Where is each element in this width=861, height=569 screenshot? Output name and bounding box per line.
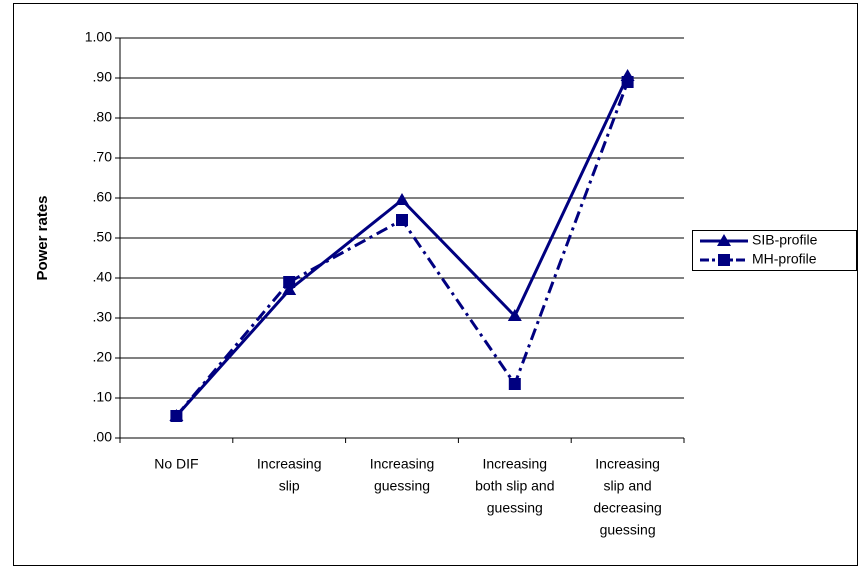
marker: [507, 309, 522, 321]
marker: [718, 254, 730, 266]
marker: [395, 193, 409, 205]
y-tick-label: .40: [93, 269, 113, 285]
marker: [717, 234, 731, 246]
x-tick-label: guessing: [487, 500, 543, 516]
y-tick-label: .30: [93, 309, 113, 325]
x-tick-label: Increasing: [595, 456, 660, 472]
x-tick-label: slip: [279, 478, 300, 494]
y-tick-label: .00: [93, 429, 113, 445]
y-tick-label: .60: [93, 189, 113, 205]
marker: [282, 283, 297, 295]
x-tick-label: No DIF: [154, 456, 198, 472]
y-tick-label: .50: [93, 229, 113, 245]
y-axis-label: Power rates: [34, 195, 51, 280]
y-tick-label: .20: [93, 349, 113, 365]
chart-border: [13, 3, 858, 566]
y-tick-label: .80: [93, 109, 113, 125]
x-tick-label: Increasing: [257, 456, 322, 472]
legend-label: MH-profile: [752, 251, 817, 267]
marker: [170, 410, 183, 422]
x-tick-label: both slip and: [475, 478, 554, 494]
marker: [508, 378, 521, 390]
y-tick-label: 1.00: [85, 29, 112, 45]
y-tick-label: .10: [93, 389, 113, 405]
marker: [283, 276, 296, 288]
x-tick-label: Increasing: [483, 456, 548, 472]
marker: [621, 76, 634, 88]
y-tick-label: .90: [93, 69, 113, 85]
x-tick-label: guessing: [374, 478, 430, 494]
y-tick-label: .70: [93, 149, 113, 165]
marker: [396, 214, 408, 226]
x-tick-label: decreasing: [593, 500, 662, 516]
x-tick-label: guessing: [600, 522, 656, 538]
x-tick-label: slip and: [603, 478, 651, 494]
x-tick-label: Increasing: [370, 456, 435, 472]
legend-label: SIB-profile: [752, 232, 818, 248]
